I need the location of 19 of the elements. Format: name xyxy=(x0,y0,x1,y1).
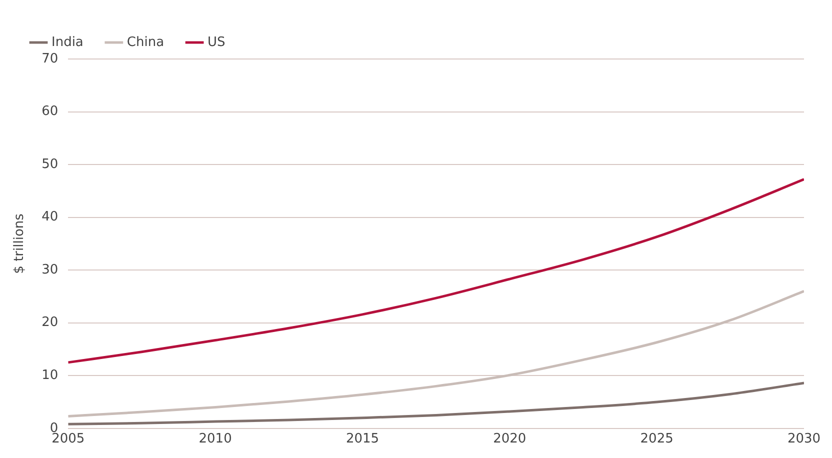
x-tick-label: 2010 xyxy=(198,432,232,447)
y-tick-label: 10 xyxy=(42,368,58,384)
x-tick-label: 2025 xyxy=(640,432,674,447)
y-tick-label: 40 xyxy=(42,210,58,225)
line-series xyxy=(68,178,804,364)
x-tick-label: 2030 xyxy=(787,432,821,447)
legend-label: India xyxy=(52,34,84,50)
legend-label: US xyxy=(208,34,226,50)
line-series xyxy=(68,382,804,426)
y-tick-label: 20 xyxy=(42,315,58,330)
y-tick-label: 70 xyxy=(42,51,58,66)
x-tick-label: 2020 xyxy=(493,432,526,447)
y-tick-label: 50 xyxy=(42,156,58,172)
line-series xyxy=(68,290,804,418)
y-tick-label: 30 xyxy=(42,262,58,278)
legend-label: China xyxy=(126,34,164,50)
y-axis-title: $ trillions xyxy=(12,213,28,274)
y-tick-label: 60 xyxy=(42,104,58,120)
x-tick-label: 2015 xyxy=(346,432,380,447)
